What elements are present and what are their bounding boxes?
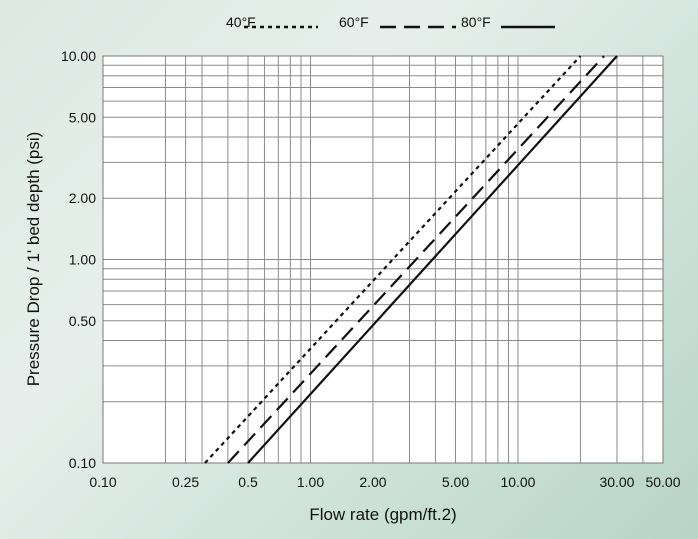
x-tick-labels: 0.10 0.25 0.5 1.00 2.00 5.00 10.00 30.00 50.00 [89, 474, 680, 490]
x-tick-label: 30.00 [599, 474, 634, 490]
x-tick-label: 1.00 [297, 474, 324, 490]
y-tick-label: 2.00 [69, 190, 96, 206]
x-tick-label: 10.00 [500, 474, 535, 490]
series-lines [204, 55, 618, 464]
legend-label: 40°F [226, 14, 256, 30]
series-line-1 [227, 55, 605, 464]
y-tick-label: 10.00 [61, 48, 96, 64]
legend: 40°F 60°F 80°F [226, 14, 555, 30]
y-tick-label: 1.00 [69, 252, 96, 268]
x-tick-label: 0.10 [89, 474, 116, 490]
y-tick-label: 5.00 [69, 109, 96, 125]
x-tick-label: 2.00 [359, 474, 386, 490]
y-tick-label: 0.10 [69, 455, 96, 471]
x-axis-title: Flow rate (gpm/ft.2) [309, 505, 456, 524]
legend-label: 80°F [461, 14, 491, 30]
y-tick-labels: 0.10 0.50 1.00 2.00 5.00 10.00 [61, 48, 96, 471]
plot-border [102, 55, 664, 464]
grid [102, 55, 664, 464]
y-axis-title: Pressure Drop / 1' bed depth (psi) [24, 132, 43, 387]
y-tick-label: 0.50 [69, 313, 96, 329]
x-tick-label: 50.00 [645, 474, 680, 490]
x-tick-label: 0.25 [172, 474, 199, 490]
series-line-2 [247, 55, 618, 464]
x-tick-label: 0.5 [238, 474, 258, 490]
legend-label: 60°F [339, 14, 369, 30]
x-tick-label: 5.00 [442, 474, 469, 490]
